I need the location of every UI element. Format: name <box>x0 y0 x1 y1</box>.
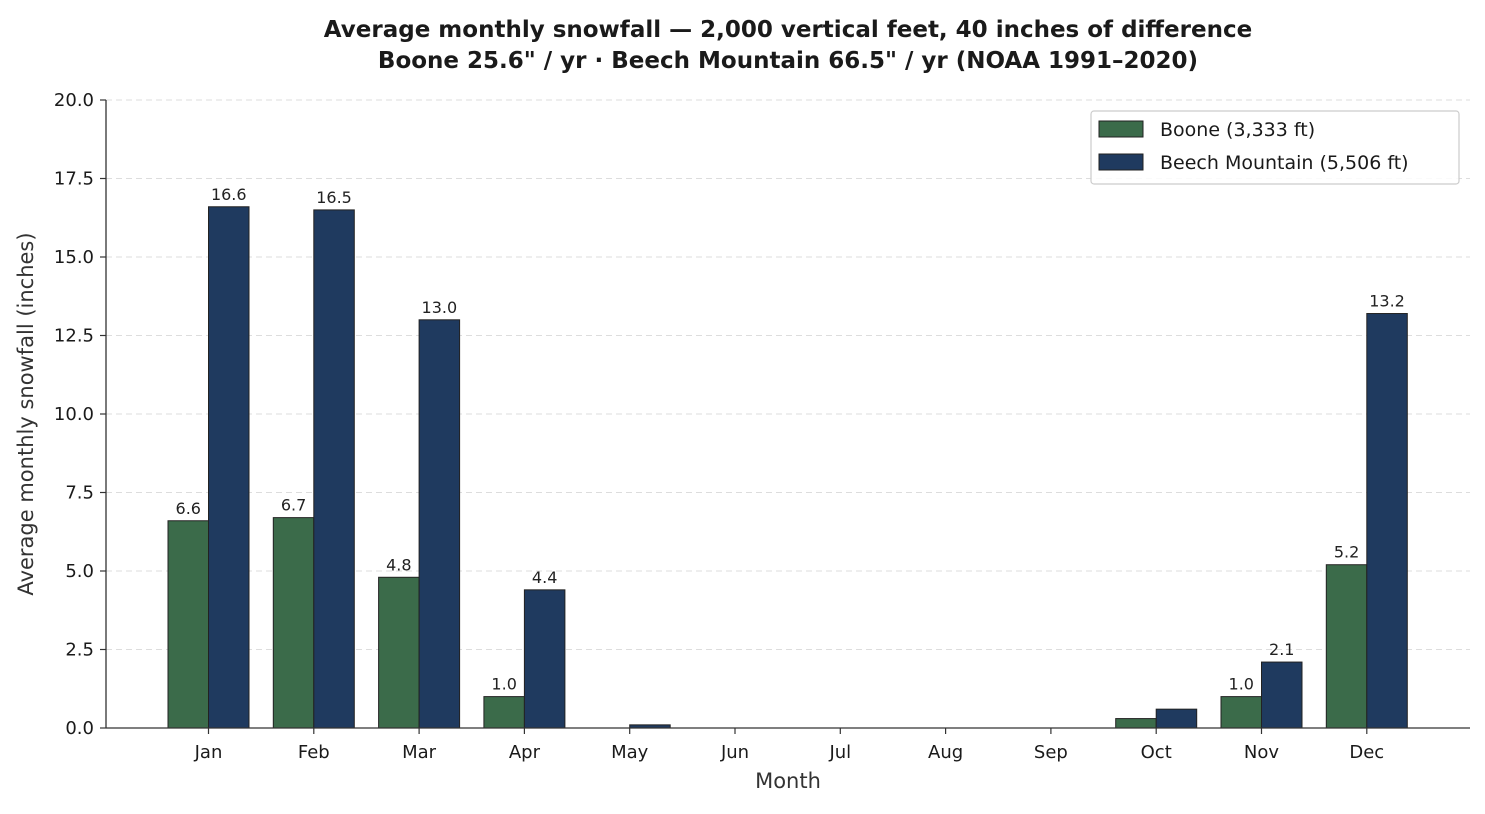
value-labels: 6.6 16.6 6.7 16.5 4.8 13.0 1.0 4.4 1.0 2.1 5.2 13.2 <box>176 185 1405 694</box>
y-tick-label: 20.0 <box>54 90 94 111</box>
bars <box>167 206 1408 729</box>
bar-beech-mountain <box>1366 313 1408 729</box>
x-tick-label: Jan <box>194 742 223 763</box>
bar-boone <box>1325 564 1368 729</box>
bar-beech-mountain <box>1261 661 1303 729</box>
bar-boone <box>167 520 209 729</box>
x-tick-label: Aug <box>928 742 963 763</box>
chart-subtitle: Boone 25.6" / yr · Beech Mountain 66.5" … <box>378 48 1198 74</box>
bar-beech-mountain <box>1155 708 1198 729</box>
bar-boone <box>483 696 525 729</box>
value-label-boone: 5.2 <box>1334 543 1359 562</box>
value-label-boone: 6.7 <box>281 496 306 515</box>
legend-label-boone: Boone (3,333 ft) <box>1160 119 1315 141</box>
legend-swatch-boone <box>1098 120 1144 138</box>
bar-beech-mountain <box>208 206 250 729</box>
legend-label-beech-mountain: Beech Mountain (5,506 ft) <box>1160 152 1409 174</box>
x-tick-label: Feb <box>298 742 330 763</box>
legend-swatch-beech-mountain <box>1098 153 1144 171</box>
x-tick-label: Apr <box>509 742 541 763</box>
value-label-beech-mountain: 2.1 <box>1269 640 1294 659</box>
value-label-boone: 1.0 <box>1229 675 1254 694</box>
y-tick-label: 17.5 <box>54 169 94 190</box>
y-axis-label: Average monthly snowfall (inches) <box>14 232 38 595</box>
chart-title: Average monthly snowfall — 2,000 vertica… <box>324 17 1252 43</box>
y-tick-label: 12.5 <box>54 326 94 347</box>
bar-boone <box>272 517 315 729</box>
x-tick-label: Jul <box>828 742 851 763</box>
value-label-boone: 6.6 <box>176 499 201 518</box>
legend: Boone (3,333 ft) Beech Mountain (5,506 f… <box>1090 110 1460 185</box>
value-label-boone: 4.8 <box>386 555 411 574</box>
value-label-boone: 1.0 <box>491 675 516 694</box>
value-label-beech-mountain: 13.0 <box>422 298 458 317</box>
x-tick-label: Dec <box>1349 742 1384 763</box>
x-tick-label: Jun <box>720 742 749 763</box>
y-tick-label: 5.0 <box>65 561 94 582</box>
bar-boone <box>378 576 420 729</box>
value-label-beech-mountain: 4.4 <box>532 568 557 587</box>
bar-beech-mountain <box>523 589 566 729</box>
y-tick-label: 10.0 <box>54 404 94 425</box>
x-tick-label: Sep <box>1034 742 1068 763</box>
x-tick-label: Mar <box>402 742 437 763</box>
x-axis-label: Month <box>755 769 821 793</box>
value-label-beech-mountain: 16.6 <box>211 185 247 204</box>
y-tick-label: 2.5 <box>65 640 94 661</box>
bar-beech-mountain <box>313 209 355 729</box>
value-label-beech-mountain: 16.5 <box>316 188 352 207</box>
y-tick-label: 0.0 <box>65 718 94 739</box>
legend-frame <box>1090 110 1460 185</box>
bar-boone <box>1220 696 1262 729</box>
y-tick-label: 7.5 <box>65 483 94 504</box>
value-label-beech-mountain: 13.2 <box>1369 292 1405 311</box>
x-tick-label: Nov <box>1244 742 1279 763</box>
bar-beech-mountain <box>418 319 461 729</box>
y-tick-label: 15.0 <box>54 247 94 268</box>
x-tick-label: May <box>611 742 649 763</box>
x-tick-label: Oct <box>1141 742 1172 763</box>
axes: 0.0 2.5 5.0 7.5 10.0 12.5 15.0 17.5 20.0 Jan Feb Ma… <box>54 90 1470 763</box>
gridlines <box>106 99 1470 650</box>
bar-boone <box>1115 718 1157 729</box>
